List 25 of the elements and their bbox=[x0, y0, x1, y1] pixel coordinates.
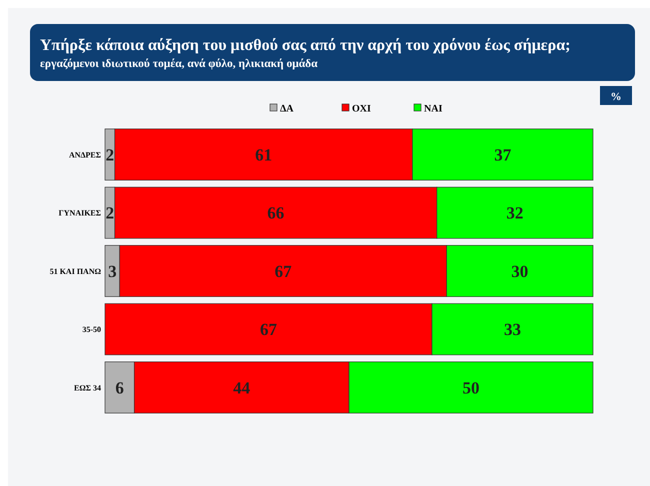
data-label: 67 bbox=[274, 262, 292, 281]
chart-title: Υπήρξε κάποια αύξηση του μισθού σας από την αρχή του χρόνου έως σήμερα; bbox=[40, 37, 570, 54]
legend-label: ΟΧΙ bbox=[352, 104, 371, 114]
data-label: 32 bbox=[506, 204, 524, 223]
data-label: 2 bbox=[106, 204, 114, 223]
data-label: 67 bbox=[260, 320, 278, 340]
data-label: 61 bbox=[255, 145, 272, 164]
legend-label: ΔΑ bbox=[280, 104, 294, 114]
legend-label: ΝΑΙ bbox=[424, 104, 442, 114]
data-label: 30 bbox=[511, 262, 528, 281]
text: % bbox=[610, 90, 622, 103]
data-label: 37 bbox=[494, 145, 512, 164]
y-tick-label: ΕΩΣ 34 bbox=[74, 383, 101, 392]
data-label: 44 bbox=[233, 378, 251, 398]
y-tick-label: ΓΥΝΑΙΚΕΣ bbox=[58, 208, 101, 218]
y-tick-label: ΑΝΔΡΕΣ bbox=[68, 150, 101, 160]
y-tick-label: 35-50 bbox=[82, 325, 101, 334]
data-label: 3 bbox=[108, 262, 117, 281]
y-tick-label: 51 ΚΑΙ ΠΑΝΩ bbox=[50, 266, 102, 276]
data-label: 33 bbox=[504, 320, 521, 340]
data-label: 66 bbox=[267, 204, 284, 223]
chart-subtitle: εργαζόμενοι ιδιωτικού τομέα, ανά φύλο, ηλικιακή ομάδα bbox=[40, 58, 318, 70]
data-label: 50 bbox=[462, 378, 480, 398]
data-label: 2 bbox=[106, 145, 114, 164]
data-label: 6 bbox=[115, 378, 124, 398]
